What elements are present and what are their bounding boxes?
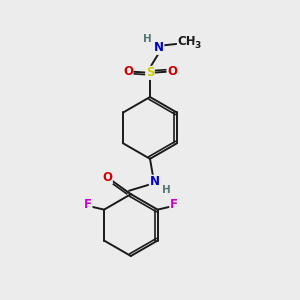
Text: N: N: [154, 41, 164, 54]
Text: O: O: [167, 65, 177, 78]
Text: F: F: [170, 198, 178, 211]
Text: N: N: [149, 175, 159, 188]
Text: H: H: [143, 34, 152, 44]
Text: O: O: [123, 65, 133, 78]
Text: H: H: [162, 185, 171, 195]
Text: S: S: [146, 66, 154, 80]
Text: 3: 3: [195, 41, 201, 50]
Text: O: O: [102, 171, 112, 184]
Text: F: F: [84, 198, 92, 211]
Text: CH: CH: [178, 35, 196, 48]
